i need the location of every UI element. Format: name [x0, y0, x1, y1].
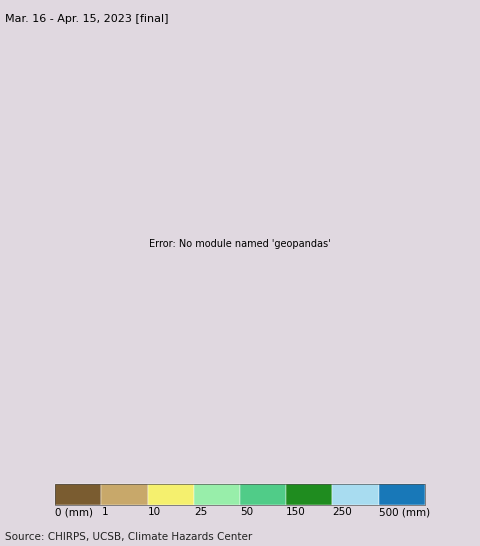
Text: 25: 25 [194, 507, 207, 517]
Text: 0 (mm): 0 (mm) [55, 507, 93, 517]
Text: Error: No module named 'geopandas': Error: No module named 'geopandas' [149, 239, 331, 250]
Text: 150: 150 [286, 507, 306, 517]
Text: 1: 1 [101, 507, 108, 517]
Text: 10: 10 [148, 507, 161, 517]
Text: 50: 50 [240, 507, 253, 517]
Text: Mar. 16 - Apr. 15, 2023 [final]: Mar. 16 - Apr. 15, 2023 [final] [5, 14, 168, 23]
Text: 250: 250 [332, 507, 352, 517]
Text: 500 (mm): 500 (mm) [379, 507, 430, 517]
Text: Source: CHIRPS, UCSB, Climate Hazards Center: Source: CHIRPS, UCSB, Climate Hazards Ce… [5, 532, 252, 542]
